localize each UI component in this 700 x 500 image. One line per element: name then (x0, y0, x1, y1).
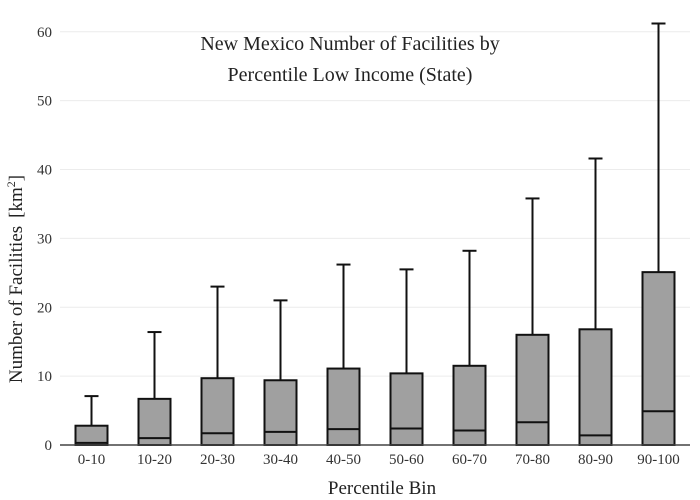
box-body (263, 379, 298, 446)
x-tick-label: 0-10 (78, 452, 106, 468)
box-body (515, 333, 550, 447)
y-tick-labels: 0 10 20 30 40 50 60 (37, 25, 52, 454)
y-tick-label: 0 (45, 438, 53, 454)
x-tick-label: 10-20 (137, 452, 172, 468)
box-group (452, 249, 487, 447)
x-tick-label: 40-50 (326, 452, 361, 468)
x-tick-label: 20-30 (200, 452, 235, 468)
box-group (137, 331, 172, 446)
y-tick-label: 20 (37, 300, 52, 316)
axes: 0 10 20 30 40 50 60 0-10 10-20 20-30 30-40 40-50 50… (37, 25, 690, 468)
y-axis-title: Number of Facilities [km2] (4, 175, 27, 383)
y-axis-title-unit: [km (6, 187, 27, 218)
box-group (200, 285, 235, 446)
y-axis-title-unit-end: ] (6, 175, 27, 181)
box-group (326, 263, 361, 446)
x-axis-title: Percentile Bin (328, 478, 437, 499)
chart-title-line-1: New Mexico Number of Facilities by (200, 33, 499, 55)
chart-title-line-2: Percentile Low Income (State) (228, 64, 473, 86)
x-tick-labels: 0-10 10-20 20-30 30-40 40-50 50-60 60-70 70-80 8… (78, 452, 680, 468)
box-group (263, 299, 298, 446)
y-axis-title-label: Number of Facilities (6, 226, 27, 383)
y-tick-label: 60 (37, 25, 52, 41)
x-tick-label: 90-100 (637, 452, 680, 468)
box-body (200, 377, 235, 446)
x-tick-label: 30-40 (263, 452, 298, 468)
box-body (452, 364, 487, 447)
box-group (578, 157, 613, 447)
box-series (74, 22, 676, 447)
box-group (515, 197, 550, 447)
box-body (641, 271, 676, 447)
x-tick-label: 70-80 (515, 452, 550, 468)
box-body (389, 372, 424, 447)
x-tick-label: 60-70 (452, 452, 487, 468)
y-tick-label: 40 (37, 163, 52, 179)
y-tick-label: 30 (37, 231, 52, 247)
box-body (578, 328, 613, 447)
y-axis-title-unit-sup: 2 (4, 181, 18, 187)
box-group (389, 268, 424, 447)
box-body (326, 367, 361, 446)
box-group (74, 395, 109, 446)
x-tick-label: 80-90 (578, 452, 613, 468)
box-group (641, 22, 676, 447)
x-tick-label: 50-60 (389, 452, 424, 468)
y-tick-label: 50 (37, 94, 52, 110)
y-tick-label: 10 (37, 369, 52, 385)
